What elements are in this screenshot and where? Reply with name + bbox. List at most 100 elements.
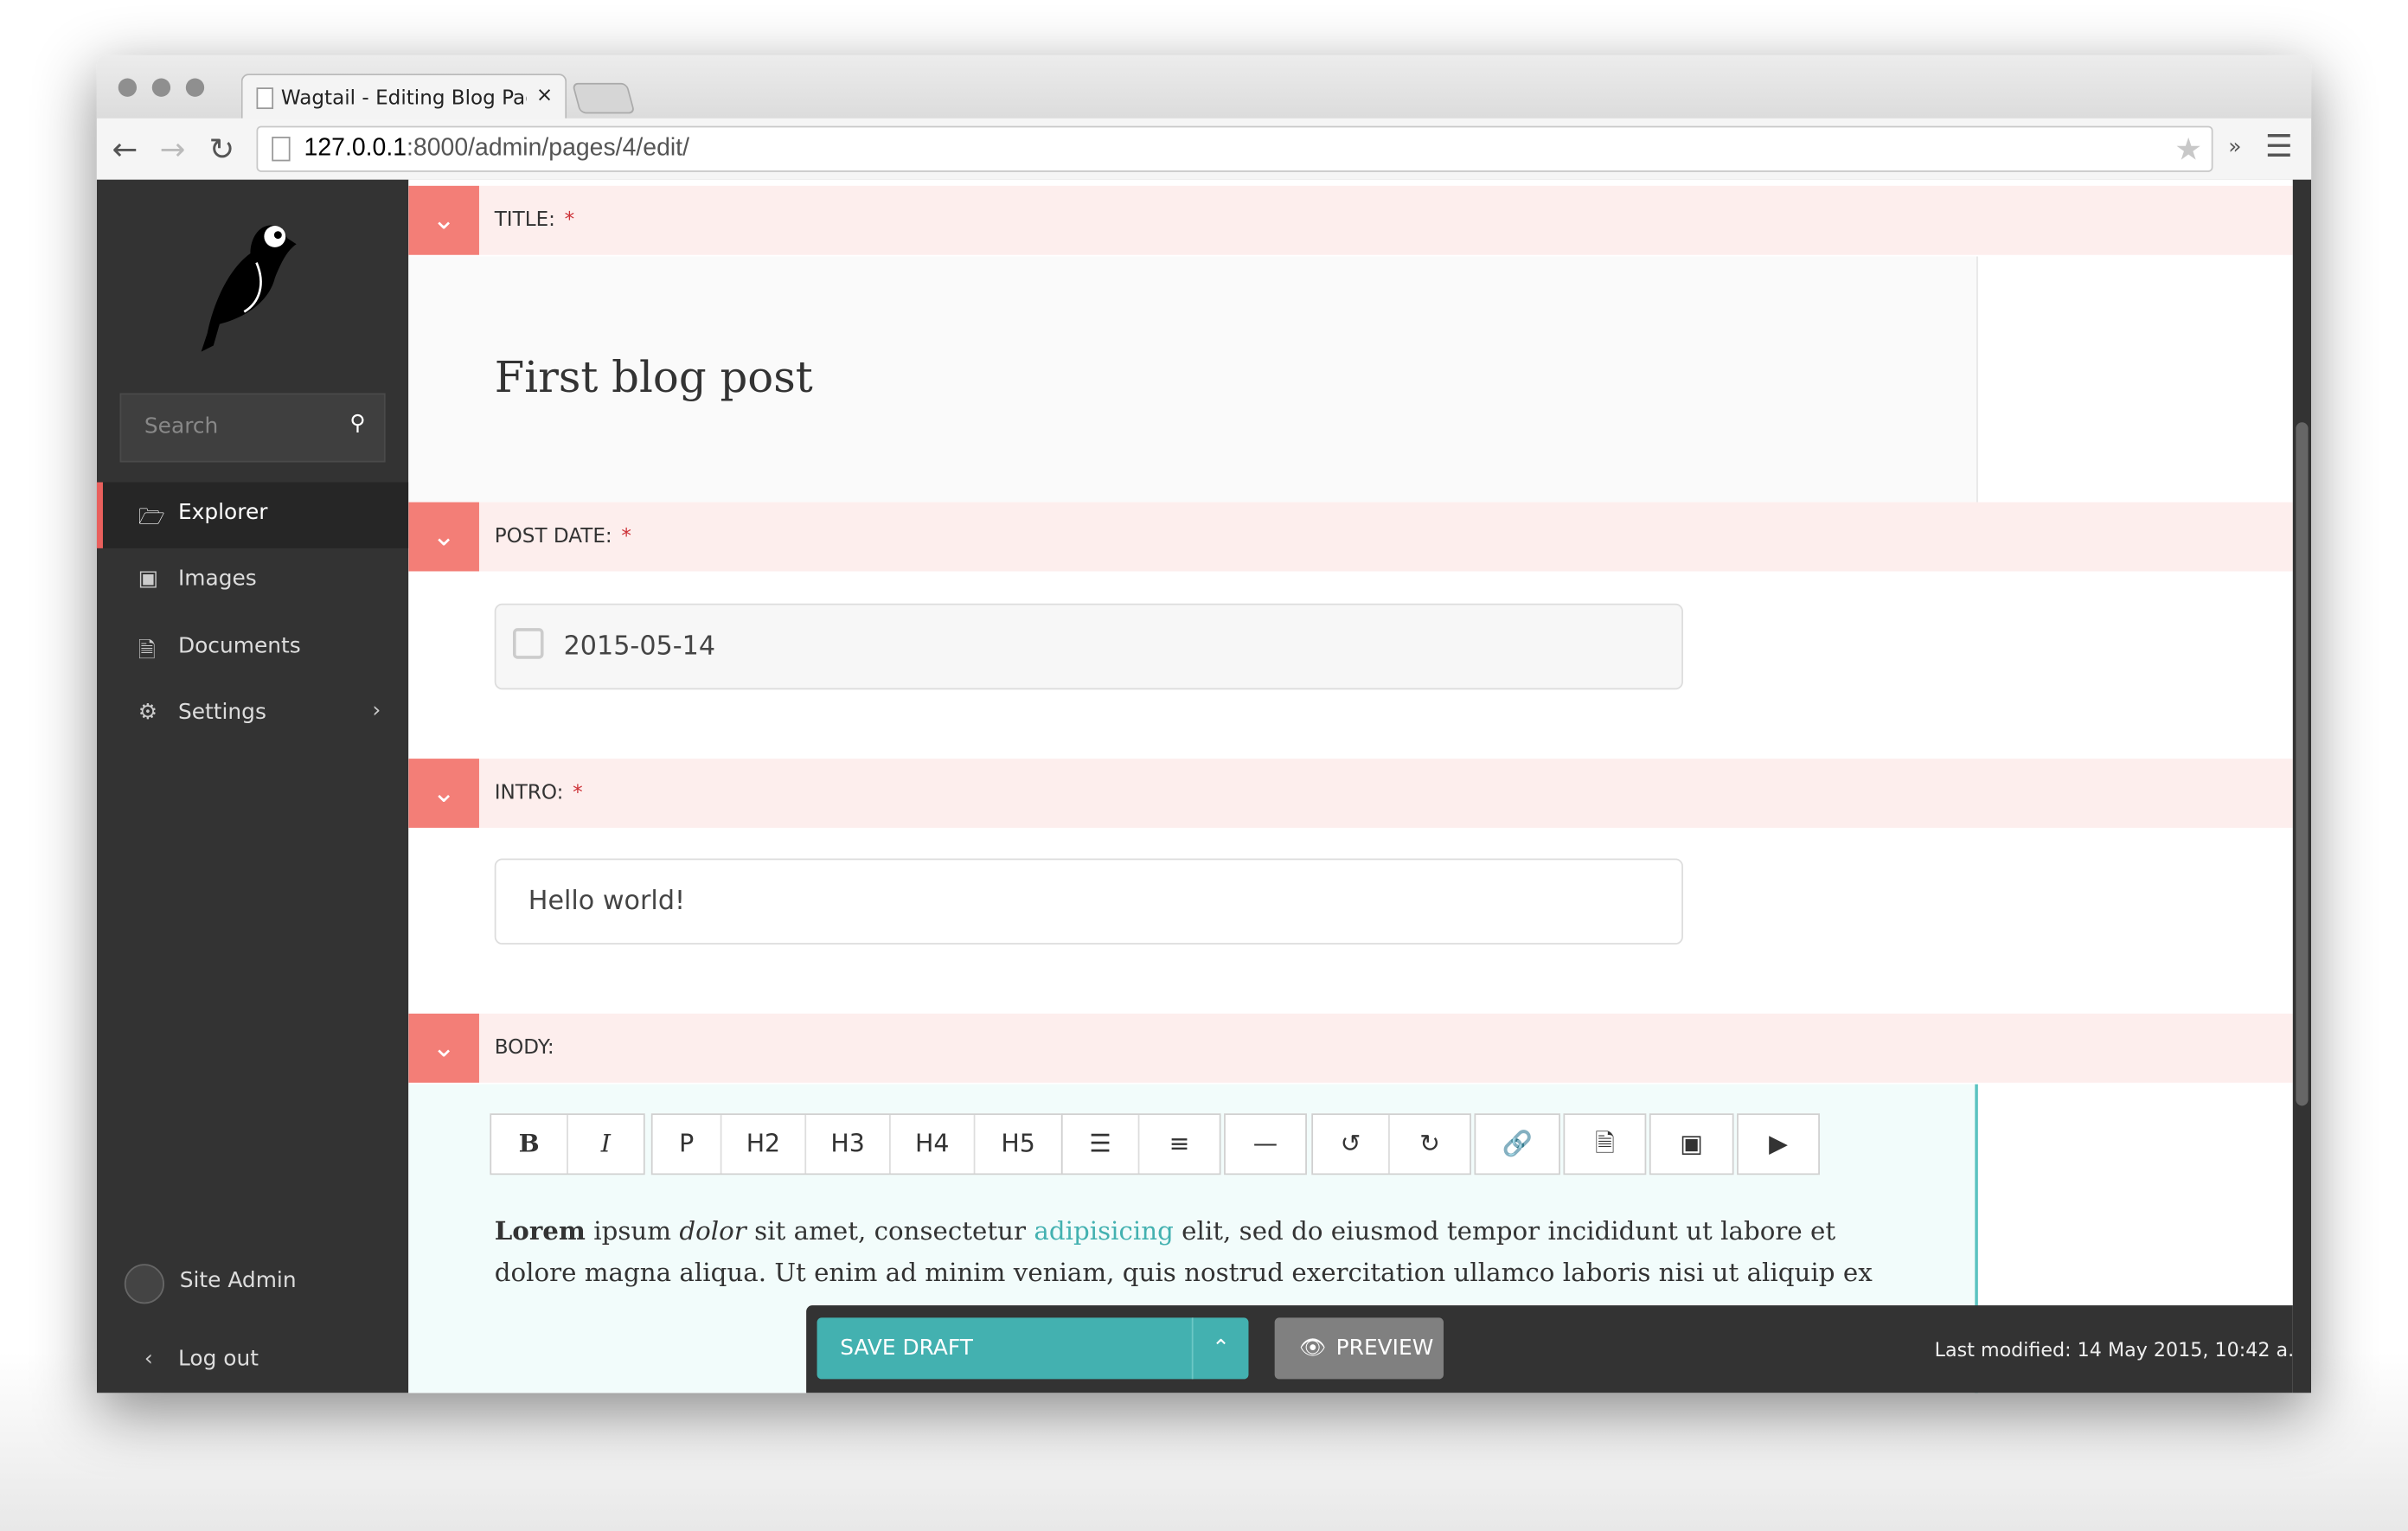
post-date-label: POST DATE:: [494, 525, 612, 548]
close-window-button[interactable]: [118, 78, 138, 97]
url-path: :8000/admin/pages/4/edit/: [407, 135, 689, 162]
cogs-icon: ⚙: [138, 700, 158, 726]
browser-window: Wagtail - Editing Blog Page × ← → ↻ 127.…: [96, 54, 2312, 1393]
h3-button[interactable]: H3: [806, 1115, 891, 1174]
reload-icon[interactable]: ↻: [208, 130, 235, 168]
scrollbar[interactable]: [2292, 179, 2312, 1393]
title-label: TITLE:: [494, 208, 555, 233]
editor-main: ⌄ TITLE: * First blog post ⌄ POST DATE: * …: [408, 179, 2293, 1393]
collapse-toggle-chevron-down-icon[interactable]: ⌄: [408, 759, 479, 828]
horizontal-rule-icon[interactable]: —: [1252, 1128, 1278, 1158]
media-icon[interactable]: ▶: [1737, 1113, 1820, 1175]
page-icon: [272, 137, 291, 162]
new-tab-button[interactable]: [572, 82, 636, 114]
body-text[interactable]: Lorem ipsum dolor sit amet, consectetur …: [495, 1210, 1954, 1293]
intro-field-header: ⌄ INTRO: *: [408, 759, 2293, 828]
menu-icon[interactable]: ☰: [2264, 127, 2293, 164]
title-input[interactable]: First blog post: [408, 256, 1978, 503]
chevron-right-icon: ›: [372, 698, 381, 724]
search-icon[interactable]: ⚲: [349, 411, 366, 437]
chevron-up-icon[interactable]: ⌃: [1191, 1317, 1249, 1380]
wagtail-logo[interactable]: [198, 216, 309, 355]
redo-icon[interactable]: ↻: [1419, 1128, 1440, 1158]
collapse-toggle-chevron-down-icon[interactable]: ⌄: [408, 502, 479, 572]
collapse-toggle-chevron-down-icon[interactable]: ⌄: [408, 185, 479, 255]
user-menu[interactable]: Site Admin: [97, 1250, 408, 1316]
post-date-input[interactable]: 2015-05-14: [494, 603, 1683, 690]
sidebar-item-label: Images: [177, 567, 257, 592]
collapse-toggle-chevron-down-icon[interactable]: ⌄: [408, 1013, 479, 1083]
title-value: First blog post: [494, 351, 813, 403]
body-line-2: dolore magna aliqua. Ut enim ad minim ve…: [494, 1258, 1873, 1287]
toolbar-group-history: ↺ ↻: [1311, 1113, 1471, 1175]
sidebar: Search ⚲ 🗁 Explorer ▣ Images 🗎 Documents…: [96, 179, 409, 1393]
save-draft-label: SAVE DRAFT: [840, 1336, 973, 1361]
url-input[interactable]: 127.0.0.1:8000/admin/pages/4/edit/ ★: [256, 125, 2213, 172]
h5-button[interactable]: H5: [1001, 1128, 1035, 1158]
avatar: [124, 1264, 164, 1304]
image-icon[interactable]: ▣: [1649, 1113, 1734, 1175]
browser-tab[interactable]: Wagtail - Editing Blog Page ×: [240, 74, 567, 122]
preview-label: PREVIEW: [1335, 1336, 1434, 1361]
last-modified-text: Last modified: 14 May 2015, 10:42 a.m. b…: [1934, 1337, 2293, 1361]
link-icon[interactable]: 🔗: [1474, 1113, 1560, 1175]
tab-close-icon[interactable]: ×: [535, 84, 554, 108]
body-field-header: ⌄ BODY:: [408, 1013, 2293, 1083]
document-icon[interactable]: 🗎: [1563, 1113, 1647, 1175]
body-link[interactable]: adipisicing: [1034, 1216, 1174, 1246]
toolbar-group-hr: —: [1224, 1113, 1307, 1175]
intro-value: Hello world!: [528, 886, 686, 917]
sidebar-item-images[interactable]: ▣ Images: [97, 548, 408, 614]
chevron-left-icon: ‹: [144, 1347, 153, 1372]
paragraph-button[interactable]: P: [653, 1115, 722, 1174]
minimize-window-button[interactable]: [151, 78, 171, 97]
sidebar-item-documents[interactable]: 🗎 Documents: [97, 616, 408, 682]
text: sit amet, consectetur: [746, 1216, 1034, 1246]
address-bar: ← → ↻ 127.0.0.1:8000/admin/pages/4/edit/…: [96, 118, 2312, 182]
page-icon: [256, 87, 274, 110]
preview-button[interactable]: 👁 PREVIEW: [1274, 1317, 1444, 1380]
undo-icon[interactable]: ↺: [1313, 1115, 1390, 1174]
post-date-value: 2015-05-14: [563, 631, 716, 663]
search-input[interactable]: Search ⚲: [119, 393, 386, 463]
bookmark-star-icon[interactable]: ★: [2174, 130, 2203, 168]
scrollbar-thumb[interactable]: [2296, 422, 2309, 1106]
document-icon: 🗎: [138, 638, 156, 664]
unordered-list-icon[interactable]: ≡: [1169, 1128, 1190, 1158]
required-marker: *: [573, 781, 583, 805]
post-date-field-header: ⌄ POST DATE: *: [408, 502, 2293, 572]
sidebar-item-settings[interactable]: ⚙ Settings ›: [97, 682, 408, 747]
user-name: Site Admin: [179, 1268, 297, 1293]
sidebar-item-label: Explorer: [177, 500, 268, 526]
sidebar-item-explorer[interactable]: 🗁 Explorer: [96, 482, 409, 548]
folder-open-icon: 🗁: [138, 505, 165, 530]
extensions-overflow-icon[interactable]: »: [2228, 135, 2242, 160]
logout-link[interactable]: ‹ Log out: [97, 1329, 408, 1393]
forward-icon[interactable]: →: [159, 130, 186, 168]
toolbar-group-headings: P H2 H3 H4 H5: [650, 1113, 1063, 1175]
italic-button[interactable]: I: [600, 1128, 612, 1158]
url-host: 127.0.0.1: [304, 135, 407, 162]
text: elit, sed do eiusmod tempor incididunt u…: [1173, 1216, 1836, 1246]
search-placeholder: Search: [144, 414, 219, 439]
sidebar-item-label: Settings: [177, 700, 266, 726]
calendar-icon: [513, 628, 544, 659]
save-draft-button[interactable]: SAVE DRAFT ⌃: [817, 1317, 1249, 1380]
intro-label: INTRO:: [494, 781, 564, 805]
bold-button[interactable]: B: [491, 1115, 568, 1174]
h2-button[interactable]: H2: [721, 1115, 807, 1174]
italic-text: dolor: [679, 1216, 746, 1246]
back-icon[interactable]: ←: [112, 130, 138, 168]
tab-bar: Wagtail - Editing Blog Page ×: [96, 54, 2312, 122]
body-line-1: Lorem ipsum dolor sit amet, consectetur …: [495, 1210, 1954, 1252]
intro-input[interactable]: Hello world!: [494, 858, 1683, 945]
h4-button[interactable]: H4: [891, 1115, 976, 1174]
image-icon: ▣: [138, 567, 159, 592]
ordered-list-icon[interactable]: ☰: [1063, 1115, 1140, 1174]
tab-title: Wagtail - Editing Blog Page: [280, 87, 527, 111]
body-label: BODY:: [494, 1036, 554, 1060]
action-footer: SAVE DRAFT ⌃ 👁 PREVIEW Last modified: 14…: [806, 1305, 2293, 1393]
zoom-window-button[interactable]: [185, 78, 205, 97]
toolbar-group-embeds: 🔗 🗎 ▣ ▶: [1474, 1113, 1820, 1175]
required-marker: *: [621, 525, 631, 548]
